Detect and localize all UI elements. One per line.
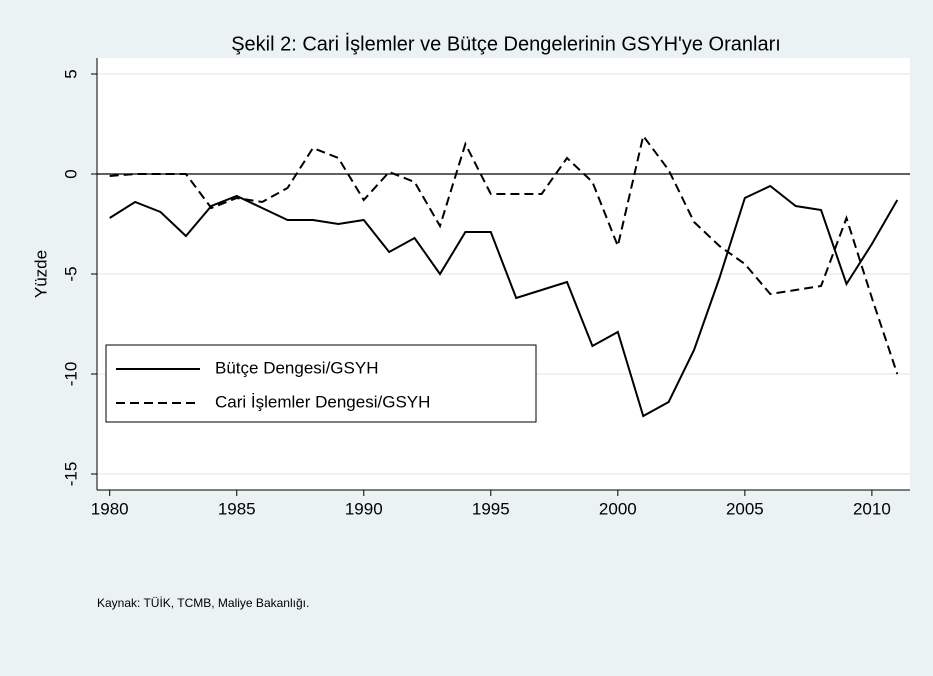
x-tick-label: 1995 bbox=[472, 499, 510, 518]
legend-label: Cari İşlemler Dengesi/GSYH bbox=[215, 392, 430, 411]
x-tick-label: 2010 bbox=[853, 499, 891, 518]
legend-label: Bütçe Dengesi/GSYH bbox=[215, 358, 378, 377]
y-tick-label: 0 bbox=[61, 169, 80, 178]
y-axis-label: Yüzde bbox=[31, 250, 50, 298]
x-tick-label: 1980 bbox=[91, 499, 129, 518]
y-tick-label: -5 bbox=[61, 266, 80, 281]
chart-title: Şekil 2: Cari İşlemler ve Bütçe Dengeler… bbox=[231, 32, 781, 55]
x-tick-label: 2000 bbox=[599, 499, 637, 518]
data-line bbox=[109, 184, 899, 418]
legend-box bbox=[105, 344, 537, 423]
x-tick-label: 1985 bbox=[218, 499, 256, 518]
y-tick-label: -15 bbox=[61, 462, 80, 487]
y-tick-label: 5 bbox=[61, 69, 80, 78]
data-line bbox=[109, 133, 899, 375]
x-tick-label: 2005 bbox=[726, 499, 764, 518]
y-tick-label: -10 bbox=[61, 362, 80, 387]
x-tick-label: 1990 bbox=[345, 499, 383, 518]
source-note: Kaynak: TÜİK, TCMB, Maliye Bakanlığı. bbox=[97, 596, 309, 610]
